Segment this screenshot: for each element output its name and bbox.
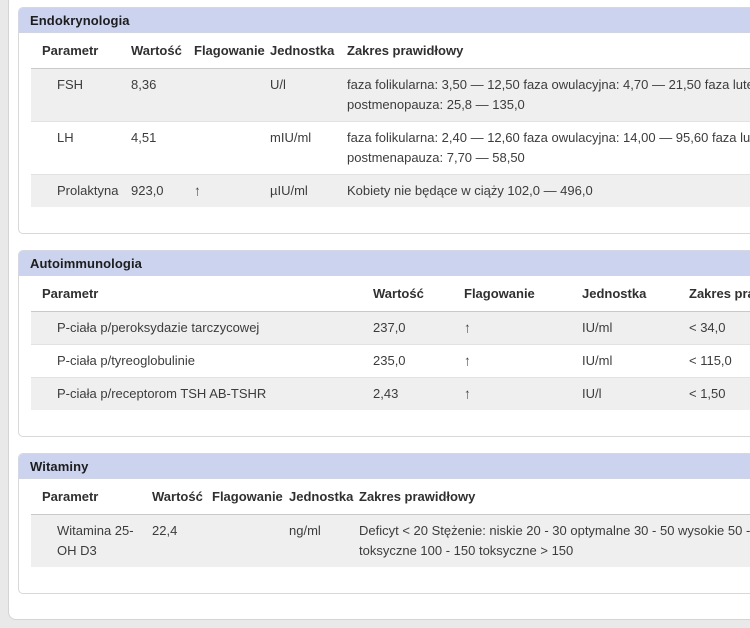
cell-flag: ↑ <box>194 174 270 207</box>
table-row: FSH 8,36 U/l faza folikularna: 3,50 — 12,50… <box>31 68 750 122</box>
cell-jednostka: µIU/ml <box>270 174 347 207</box>
column-header-flagowanie: Flagowanie <box>194 33 270 69</box>
cell-flag <box>194 121 270 175</box>
cell-parametr: P-ciała p/peroksydazie tarczycowej <box>57 320 260 335</box>
column-header-zakres: Zakres prawidłowy <box>347 33 750 69</box>
cell-wartosc: 237,0 <box>373 320 406 335</box>
cell-flag: ↑ <box>464 377 582 410</box>
column-header-wartosc: Wartość <box>152 479 212 515</box>
header-row: Parametr Wartość Flagowanie Jednostka Zakres… <box>31 276 750 312</box>
column-header-jednostka: Jednostka <box>582 276 689 312</box>
table-row: P-ciała p/receptorom TSH AB-TSHR 2,43 ↑ IU/… <box>31 377 750 410</box>
section-title: Autoimmunologia <box>30 256 142 271</box>
column-header-parametr: Parametr <box>31 33 131 69</box>
section-card-2: Witaminy Parametr Wartość Flagowanie Jednos… <box>18 453 750 594</box>
cell-zakres: < 115,0 <box>689 344 750 378</box>
results-table: Parametr Wartość Flagowanie Jednostka Zakres… <box>31 276 750 410</box>
header-row: Parametr Wartość Flagowanie Jednostka Zakres… <box>31 479 750 515</box>
column-header-zakres: Zakres prawidłowy <box>359 479 750 515</box>
column-header-parametr: Parametr <box>31 479 152 515</box>
section-header: Endokrynologia <box>19 8 750 33</box>
up-arrow-icon: ↑ <box>464 352 471 369</box>
up-arrow-icon: ↑ <box>464 385 471 402</box>
results-table: Parametr Wartość Flagowanie Jednostka Zakres… <box>31 479 750 567</box>
cell-wartosc: 4,51 <box>131 121 194 175</box>
cell-parametr: LH <box>31 121 131 175</box>
column-header-jednostka: Jednostka <box>270 33 347 69</box>
header-row: Parametr Wartość Flagowanie Jednostka Zakres… <box>31 33 750 69</box>
cell-jednostka: IU/l <box>582 377 689 410</box>
cell-parametr: FSH <box>57 77 83 92</box>
cell-jednostka: IU/ml <box>582 344 689 378</box>
cell-parametr: Prolaktyna <box>31 174 131 207</box>
column-header-flagowanie: Flagowanie <box>464 276 582 312</box>
table-row: LH 4,51 mIU/ml faza folikularna: 2,40 — 12,… <box>31 121 750 175</box>
cell-flag <box>194 69 270 122</box>
cell-zakres: faza folikularna: 2,40 — 12,60 faza owul… <box>347 121 750 175</box>
cell-zakres: < 1,50 <box>689 377 750 410</box>
table-row: Prolaktyna 923,0 ↑ µIU/ml Kobiety nie będące… <box>31 174 750 207</box>
cell-zakres: < 34,0 <box>689 320 726 335</box>
cell-parametr: P-ciała p/tyreoglobulinie <box>31 344 373 378</box>
column-header-zakres: Zakres prawidłowy <box>689 276 750 312</box>
section-title: Endokrynologia <box>30 13 130 28</box>
cell-jednostka: mIU/ml <box>270 121 347 175</box>
up-arrow-icon: ↑ <box>194 182 201 199</box>
cell-flag: ↑ <box>464 344 582 378</box>
results-panel: Endokrynologia Parametr Wartość Flagowanie… <box>8 0 750 620</box>
table-row: Witamina 25- OH D3 22,4 ng/ml Deficyt < 20 … <box>31 514 750 568</box>
section-header: Autoimmunologia <box>19 251 750 276</box>
up-arrow-icon: ↑ <box>464 319 471 336</box>
cell-zakres: Deficyt < 20 Stężenie: niskie 20 - 30 op… <box>359 523 750 558</box>
cell-zakres: faza folikularna: 3,50 — 12,50 faza owul… <box>347 77 750 112</box>
section-table-wrap: Parametr Wartość Flagowanie Jednostka Zakres… <box>31 33 750 207</box>
column-header-wartosc: Wartość <box>373 276 464 312</box>
column-header-jednostka: Jednostka <box>289 479 359 515</box>
cell-parametr: P-ciała p/receptorom TSH AB-TSHR <box>31 377 373 410</box>
section-table-wrap: Parametr Wartość Flagowanie Jednostka Zakres… <box>31 276 750 410</box>
cell-zakres: Kobiety nie będące w ciąży 102,0 — 496,0 <box>347 174 750 207</box>
table-row: P-ciała p/tyreoglobulinie 235,0 ↑ IU/ml < 11… <box>31 344 750 378</box>
table-row: P-ciała p/peroksydazie tarczycowej 237,0 ↑… <box>31 311 750 345</box>
cell-jednostka: ng/ml <box>289 523 321 538</box>
cell-jednostka: IU/ml <box>582 320 613 335</box>
section-title: Witaminy <box>30 459 89 474</box>
section-card-1: Autoimmunologia Parametr Wartość Flagowani… <box>18 250 750 437</box>
cell-flag: ↑ <box>464 312 582 345</box>
column-header-flagowanie: Flagowanie <box>212 479 289 515</box>
section-table-wrap: Parametr Wartość Flagowanie Jednostka Zakres… <box>31 479 750 567</box>
column-header-wartosc: Wartość <box>131 33 194 69</box>
section-card-0: Endokrynologia Parametr Wartość Flagowanie… <box>18 7 750 234</box>
cell-wartosc: 923,0 <box>131 174 194 207</box>
cell-flag <box>212 515 289 568</box>
cell-wartosc: 8,36 <box>131 77 157 92</box>
cell-wartosc: 235,0 <box>373 344 464 378</box>
cell-wartosc: 22,4 <box>152 523 178 538</box>
section-header: Witaminy <box>19 454 750 479</box>
results-table: Parametr Wartość Flagowanie Jednostka Zakres… <box>31 33 750 207</box>
cell-wartosc: 2,43 <box>373 377 464 410</box>
column-header-parametr: Parametr <box>31 276 373 312</box>
cell-parametr: Witamina 25- OH D3 <box>57 523 134 558</box>
cell-jednostka: U/l <box>270 77 286 92</box>
